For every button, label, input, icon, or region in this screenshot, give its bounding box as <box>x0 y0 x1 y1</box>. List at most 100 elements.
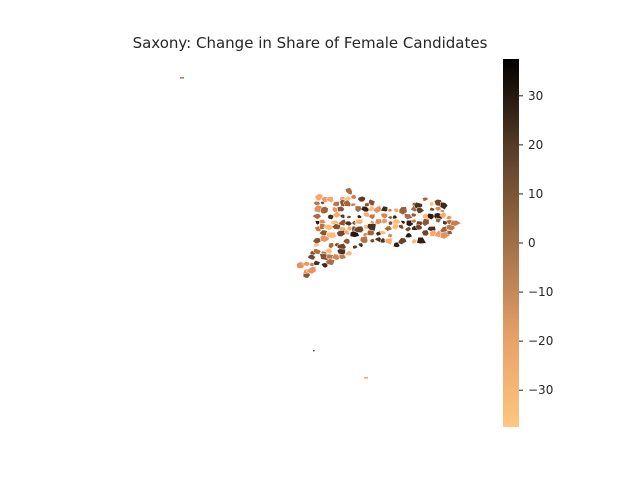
municipality-region <box>332 211 342 219</box>
municipality-region <box>356 214 362 219</box>
municipality-region <box>352 244 359 250</box>
municipality-region <box>313 260 321 266</box>
municipality-region <box>380 205 388 213</box>
municipality-region <box>331 201 340 207</box>
municipality-region <box>342 238 351 245</box>
municipality-region <box>312 248 322 255</box>
municipality-region <box>416 236 427 244</box>
colorbar-tick-label: 10 <box>528 187 543 201</box>
municipality-region <box>387 208 393 213</box>
colorbar-tick-label: 30 <box>528 89 543 103</box>
municipality-region <box>410 218 417 224</box>
municipality-region <box>325 258 336 266</box>
municipality-region <box>372 205 383 214</box>
municipality-region <box>338 219 347 227</box>
municipality-region <box>307 253 316 261</box>
municipality-region <box>411 238 417 244</box>
municipality-region <box>393 207 400 213</box>
municipality-region <box>357 242 364 248</box>
municipality-region <box>360 206 371 213</box>
municipality-region <box>331 253 342 261</box>
municipality-region <box>320 206 329 214</box>
municipality-region <box>313 243 320 248</box>
municipality-region <box>421 218 430 227</box>
municipality-region <box>415 223 423 231</box>
municipality-region <box>350 202 357 207</box>
municipality-region <box>400 220 406 225</box>
municipality-region <box>398 224 405 230</box>
municipality-region <box>344 249 353 257</box>
municipality-region <box>446 230 453 236</box>
municipality-region <box>404 232 413 239</box>
municipality-region <box>346 215 352 219</box>
municipality-region <box>343 199 352 207</box>
municipality-region <box>368 213 376 220</box>
colorbar-tick-label: −30 <box>528 383 553 397</box>
municipality-region <box>357 195 366 203</box>
municipality-region <box>327 214 335 220</box>
municipality-region <box>439 211 447 219</box>
municipality-region <box>344 220 353 227</box>
colorbar-tick-label: −20 <box>528 334 553 348</box>
municipality-region <box>426 212 435 221</box>
municipality-region <box>354 219 364 225</box>
municipality-region <box>404 226 412 232</box>
municipality-region <box>305 266 317 275</box>
colorbar-tick-label: −10 <box>528 285 553 299</box>
colorbar-tick-label: 0 <box>528 236 536 250</box>
municipality-region <box>320 196 329 204</box>
municipality-region <box>359 235 369 244</box>
municipality-region <box>328 242 335 250</box>
outlier-regions <box>180 77 368 379</box>
municipality-region <box>429 207 436 212</box>
municipality-region <box>368 198 376 206</box>
municipality-region <box>398 206 408 216</box>
municipality-region <box>374 218 383 225</box>
municipality-region <box>416 207 425 214</box>
map-title: Saxony: Change in Share of Female Candid… <box>132 34 488 52</box>
municipality-region <box>429 201 435 207</box>
municipality-region <box>350 194 357 200</box>
municipality-region <box>346 225 353 232</box>
municipality-region <box>421 196 429 202</box>
municipality-region <box>326 231 337 239</box>
outlier-region <box>313 350 315 352</box>
municipality-region <box>387 215 394 220</box>
municipality-region <box>354 205 363 213</box>
municipality-region <box>314 193 324 202</box>
municipality-region <box>326 196 334 204</box>
municipality-region <box>404 213 414 220</box>
colorbar-tick-label: 20 <box>528 138 543 152</box>
municipality-region <box>369 238 376 244</box>
municipality-region <box>381 218 389 225</box>
municipality-region <box>336 205 345 212</box>
outlier-region <box>180 77 184 79</box>
municipality-region <box>445 215 453 220</box>
municipality-region <box>338 253 347 260</box>
municipality-region <box>387 233 393 239</box>
municipality-region <box>397 237 408 245</box>
municipality-region <box>421 229 430 237</box>
colorbar-ticks: 30 20 10 0 −10 −20 −30 <box>519 89 553 397</box>
municipality-region <box>314 204 323 213</box>
municipality-region <box>435 217 441 224</box>
outlier-region <box>364 377 368 379</box>
municipality-region <box>302 261 311 267</box>
municipality-region <box>339 213 346 220</box>
municipality-region <box>312 213 322 220</box>
municipality-region <box>323 224 334 231</box>
municipality-region <box>410 212 417 218</box>
municipality-region <box>344 187 353 196</box>
saxony-municipalities <box>296 187 462 279</box>
municipality-region <box>439 201 449 211</box>
municipality-region <box>353 225 365 233</box>
municipality-region <box>383 225 393 232</box>
municipality-region <box>344 229 350 236</box>
colorbar-gradient <box>503 59 519 427</box>
municipality-region <box>379 230 387 235</box>
municipality-region <box>320 200 326 205</box>
municipality-region <box>449 220 462 227</box>
municipality-region <box>384 237 393 246</box>
